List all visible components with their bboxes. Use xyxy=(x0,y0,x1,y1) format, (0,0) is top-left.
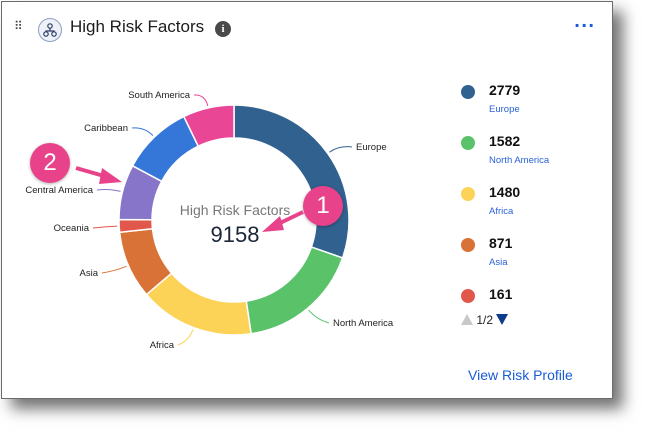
segment-label: Europe xyxy=(356,142,387,153)
legend-name[interactable]: Europe xyxy=(489,104,520,115)
segment-label: Caribbean xyxy=(84,123,128,134)
page-indicator: 1/2 xyxy=(476,313,494,327)
annotation-badge-1: 1 xyxy=(303,186,343,226)
legend-value: 2779 xyxy=(489,82,521,98)
donut-segment-africa[interactable] xyxy=(145,272,252,336)
leader-line xyxy=(131,127,154,137)
legend-swatch xyxy=(461,289,475,303)
annotation-badge-2: 2 xyxy=(30,143,70,183)
segment-label: Central America xyxy=(25,185,93,196)
legend-swatch xyxy=(461,136,475,150)
drag-handle-icon[interactable]: ⠿ xyxy=(14,19,23,33)
hierarchy-icon xyxy=(38,18,62,42)
more-options-icon[interactable]: ··· xyxy=(574,16,596,35)
segment-label: Oceania xyxy=(54,223,90,234)
leader-line xyxy=(308,309,330,324)
leader-line xyxy=(177,329,194,346)
legend-name[interactable]: North America xyxy=(489,155,550,166)
segment-label: Asia xyxy=(80,268,99,279)
leader-line xyxy=(329,146,353,153)
legend-pager: 1/2 xyxy=(461,313,509,327)
legend-value: 871 xyxy=(489,235,513,251)
legend-name[interactable]: Asia xyxy=(489,257,508,268)
donut-center-total: 9158 xyxy=(210,222,260,247)
donut-segment-south-america[interactable] xyxy=(182,104,235,148)
donut-segment-north-america[interactable] xyxy=(245,246,344,335)
segment-label: Africa xyxy=(150,340,175,351)
page-up-icon[interactable] xyxy=(461,314,473,325)
legend-swatch xyxy=(461,238,475,252)
legend-swatch xyxy=(461,85,475,99)
legend-value: 1582 xyxy=(489,133,521,149)
leader-line xyxy=(96,188,121,192)
legend-value: 1480 xyxy=(489,184,521,200)
page-down-icon[interactable] xyxy=(496,314,509,325)
leader-line xyxy=(193,94,209,107)
segment-label: South America xyxy=(128,90,190,101)
leader-line xyxy=(101,265,127,274)
info-icon[interactable]: i xyxy=(215,21,231,37)
segment-label: North America xyxy=(333,318,394,329)
legend-value: 161 xyxy=(489,286,513,302)
legend-swatch xyxy=(461,187,475,201)
leader-line xyxy=(92,225,118,229)
donut-center-label: High Risk Factors xyxy=(179,202,291,218)
view-risk-profile-link[interactable]: View Risk Profile xyxy=(468,367,573,383)
widget-title: High Risk Factors xyxy=(70,17,205,36)
legend-name[interactable]: Africa xyxy=(489,206,514,217)
